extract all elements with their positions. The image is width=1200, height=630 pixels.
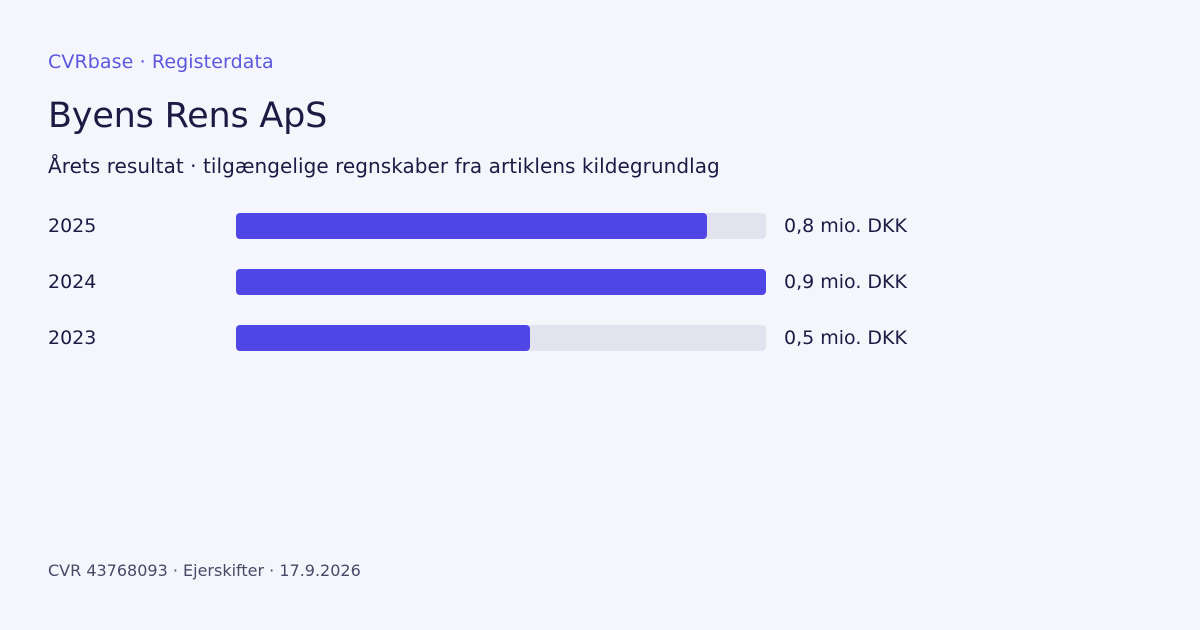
- bar-2023: [236, 325, 531, 351]
- bar-row-2025: 2025 0,8 mio. DKK: [48, 212, 1148, 240]
- bar-2024: [236, 269, 766, 295]
- value-label: 0,9 mio. DKK: [784, 271, 907, 293]
- year-label: 2023: [48, 327, 97, 349]
- bar-track: [236, 213, 766, 239]
- bar-2025: [236, 213, 708, 239]
- company-title: Byens Rens ApS: [48, 96, 328, 136]
- result-bar-chart: 2025 0,8 mio. DKK 2024 0,9 mio. DKK 2023 0,5 …: [48, 212, 1148, 362]
- footer-info: CVR 43768093 · Ejerskifter · 17.9.2026: [48, 561, 361, 580]
- bar-track: [236, 269, 766, 295]
- bar-row-2024: 2024 0,9 mio. DKK: [48, 268, 1148, 296]
- value-label: 0,5 mio. DKK: [784, 327, 907, 349]
- brand-label: CVRbase · Registerdata: [48, 51, 274, 73]
- chart-subtitle: Årets resultat · tilgængelige regnskaber…: [48, 154, 720, 178]
- year-label: 2025: [48, 215, 97, 237]
- bar-row-2023: 2023 0,5 mio. DKK: [48, 324, 1148, 352]
- value-label: 0,8 mio. DKK: [784, 215, 907, 237]
- bar-track: [236, 325, 766, 351]
- year-label: 2024: [48, 271, 97, 293]
